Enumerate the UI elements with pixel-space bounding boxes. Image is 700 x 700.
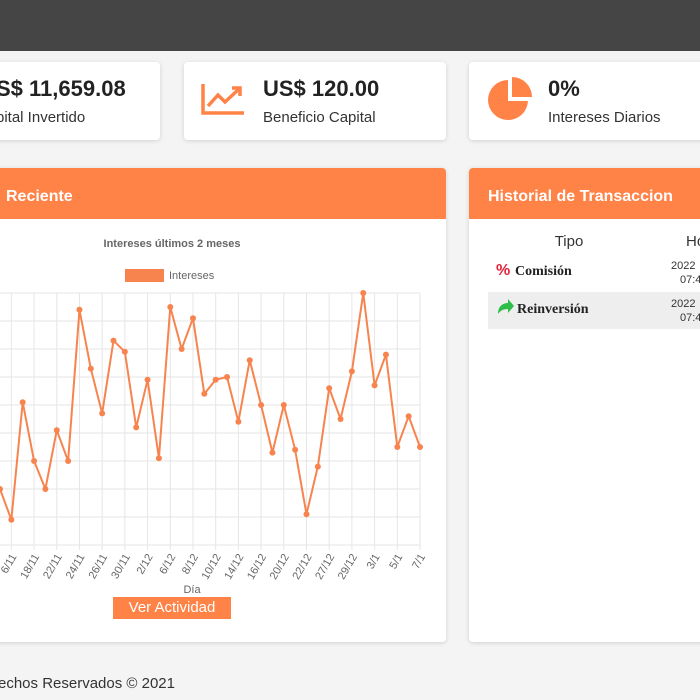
point xyxy=(235,418,242,425)
point xyxy=(258,402,265,408)
point xyxy=(121,348,128,355)
point xyxy=(0,486,3,492)
pie-icon xyxy=(488,77,532,120)
point xyxy=(19,399,26,406)
card-value: S$ 11,659.08 xyxy=(0,76,126,101)
point xyxy=(246,357,253,364)
transaction-type: Reinversión xyxy=(517,302,589,317)
point xyxy=(371,382,378,389)
point xyxy=(133,424,140,431)
point xyxy=(110,337,117,344)
transaction-type: Comisión xyxy=(515,264,572,279)
card xyxy=(184,62,446,140)
card-value: US$ 120.00 xyxy=(263,76,379,101)
point xyxy=(417,444,423,450)
transactions-panel xyxy=(469,168,700,642)
card-value: 0% xyxy=(548,76,580,101)
point xyxy=(224,374,231,380)
point xyxy=(212,376,219,383)
column-header: Tipo xyxy=(555,233,584,250)
transaction-date: 2022 xyxy=(671,298,695,310)
line xyxy=(0,292,421,521)
point xyxy=(87,365,94,372)
point xyxy=(144,376,151,383)
footer: echos Reservados © 2021 xyxy=(0,675,175,692)
top-bar xyxy=(0,0,700,51)
transaction-date: 2022 xyxy=(671,260,695,272)
card-label: Intereses Diarios xyxy=(548,109,661,126)
point xyxy=(65,458,72,464)
percent-icon: % xyxy=(496,262,510,279)
point xyxy=(8,516,15,523)
point xyxy=(189,315,196,322)
row-background xyxy=(488,292,700,329)
point xyxy=(405,413,412,420)
point xyxy=(292,446,299,453)
card xyxy=(469,62,700,140)
button[interactable] xyxy=(113,597,231,619)
point xyxy=(303,511,310,518)
point xyxy=(76,306,83,313)
panel-header xyxy=(0,168,446,219)
transaction-time: 07:4 xyxy=(680,312,700,324)
panel-title: Historial de Transaccion xyxy=(488,188,673,205)
panel-title: Reciente xyxy=(6,188,73,205)
point xyxy=(155,455,162,462)
point xyxy=(314,463,321,470)
legend-label: Intereses xyxy=(169,270,215,282)
point xyxy=(201,390,208,397)
transaction-time: 07:4 xyxy=(680,274,700,286)
point xyxy=(348,368,355,375)
point xyxy=(360,290,367,296)
point xyxy=(394,444,401,450)
panel-header xyxy=(469,168,700,219)
x-axis-label: Día xyxy=(183,584,201,596)
point xyxy=(382,351,389,358)
column-header: Ho xyxy=(686,233,700,250)
card xyxy=(0,62,160,140)
card-label: pital Invertido xyxy=(0,109,85,126)
point xyxy=(178,346,185,352)
reinvest-icon xyxy=(498,299,514,314)
point xyxy=(167,304,174,310)
trend-icon xyxy=(201,84,244,115)
point xyxy=(53,427,60,434)
button-label[interactable]: Ver Actividad xyxy=(129,599,216,616)
card-label: Beneficio Capital xyxy=(263,109,376,126)
point xyxy=(326,385,333,392)
point xyxy=(280,402,287,408)
point xyxy=(337,416,344,422)
point xyxy=(31,458,38,464)
legend-swatch xyxy=(125,269,164,282)
point xyxy=(42,486,49,492)
point xyxy=(99,410,106,417)
chart-title: Intereses últimos 2 meses xyxy=(104,238,241,250)
point xyxy=(269,449,276,456)
